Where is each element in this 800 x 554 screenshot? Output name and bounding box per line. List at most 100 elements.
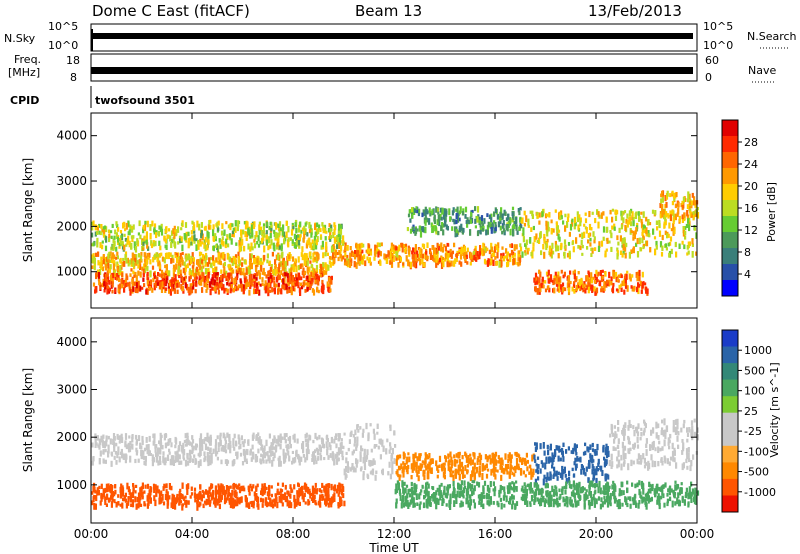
echo-cell	[632, 217, 635, 221]
echo-cell	[153, 272, 156, 277]
echo-cell	[345, 451, 348, 455]
echo-cell	[337, 502, 340, 509]
echo-cell	[130, 503, 133, 507]
echo-cell	[418, 466, 421, 470]
echo-cell	[209, 440, 212, 446]
echo-cell	[389, 250, 392, 258]
echo-cell	[512, 229, 515, 237]
echo-cell	[177, 269, 180, 273]
echo-cell	[364, 456, 367, 462]
echo-cell	[315, 502, 318, 506]
echo-cell	[271, 451, 274, 456]
echo-cell	[443, 465, 446, 470]
echo-cell	[573, 281, 576, 285]
echo-cell	[268, 446, 271, 453]
echo-cell	[489, 481, 492, 487]
echo-cell	[133, 274, 136, 278]
echo-cell	[196, 259, 199, 265]
echo-cell	[179, 273, 183, 277]
echo-cell	[241, 257, 244, 261]
echo-cell	[420, 248, 423, 253]
echo-cell	[552, 455, 555, 462]
echo-cell	[636, 238, 639, 245]
echo-cell	[233, 278, 236, 285]
echo-cell	[266, 222, 269, 227]
echo-cell	[220, 239, 224, 245]
echo-cell	[326, 446, 329, 450]
echo-cell	[273, 288, 276, 292]
echo-cell	[640, 221, 644, 229]
echo-cell	[242, 442, 245, 448]
echo-cell	[380, 242, 383, 247]
echo-cell	[105, 283, 108, 287]
echo-cell	[427, 455, 430, 460]
echo-cell	[124, 498, 127, 503]
echo-cell	[314, 449, 317, 454]
echo-cell	[591, 454, 594, 460]
echo-cell	[141, 482, 144, 487]
echo-cell	[217, 260, 220, 265]
echo-cell	[636, 444, 640, 449]
echo-cell	[174, 229, 177, 234]
echo-cell	[656, 226, 659, 231]
echo-cell	[413, 262, 416, 266]
echo-cell	[114, 451, 117, 455]
echo-cell	[98, 223, 101, 228]
echo-cell	[231, 230, 234, 235]
echo-cell	[657, 435, 660, 440]
echo-cell	[396, 469, 399, 476]
echo-cell	[617, 426, 620, 432]
echo-cell	[269, 289, 272, 293]
echo-cell	[320, 489, 323, 494]
echo-cell	[281, 254, 284, 258]
echo-cell	[426, 463, 430, 470]
echo-cell	[460, 223, 463, 230]
echo-cell	[343, 262, 347, 266]
echo-cell	[112, 263, 115, 271]
echo-cell	[204, 259, 207, 264]
echo-cell	[375, 470, 378, 474]
echo-cell	[549, 471, 552, 477]
echo-cell	[222, 432, 225, 439]
echo-cell	[448, 484, 451, 489]
echo-cell	[564, 473, 567, 478]
echo-cell	[102, 226, 105, 230]
echo-cell	[309, 435, 312, 441]
echo-cell	[211, 280, 215, 286]
echo-cell	[509, 256, 512, 263]
echo-cell	[662, 431, 665, 437]
echo-cell	[270, 442, 273, 446]
echo-cell	[283, 276, 286, 284]
echo-cell	[329, 226, 332, 233]
echo-cell	[270, 264, 273, 269]
echo-cell	[418, 248, 421, 254]
echo-cell	[638, 269, 641, 276]
echo-cell	[356, 424, 359, 430]
echo-cell	[591, 458, 594, 464]
echo-cell	[501, 230, 504, 235]
echo-cell	[91, 226, 94, 231]
echo-cell	[611, 225, 614, 230]
echo-cell	[226, 432, 229, 438]
echo-cell	[422, 262, 425, 267]
echo-cell	[613, 425, 616, 429]
echo-cell	[227, 243, 230, 248]
echo-cell	[517, 256, 520, 261]
echo-cell	[111, 495, 114, 502]
echo-cell	[287, 437, 290, 441]
echo-cell	[100, 435, 104, 443]
echo-cell	[316, 236, 319, 243]
echo-cell	[94, 489, 97, 494]
echo-cell	[138, 492, 141, 497]
echo-cell	[132, 270, 135, 275]
echo-cell	[497, 242, 500, 249]
echo-cell	[307, 270, 310, 275]
echo-cell	[302, 274, 305, 279]
echo-cell	[277, 457, 280, 461]
echo-cell	[222, 284, 225, 289]
echo-cell	[508, 471, 511, 478]
echo-cell	[457, 212, 460, 217]
echo-cell	[638, 283, 641, 288]
echo-cell	[464, 256, 467, 262]
echo-cell	[615, 209, 618, 216]
